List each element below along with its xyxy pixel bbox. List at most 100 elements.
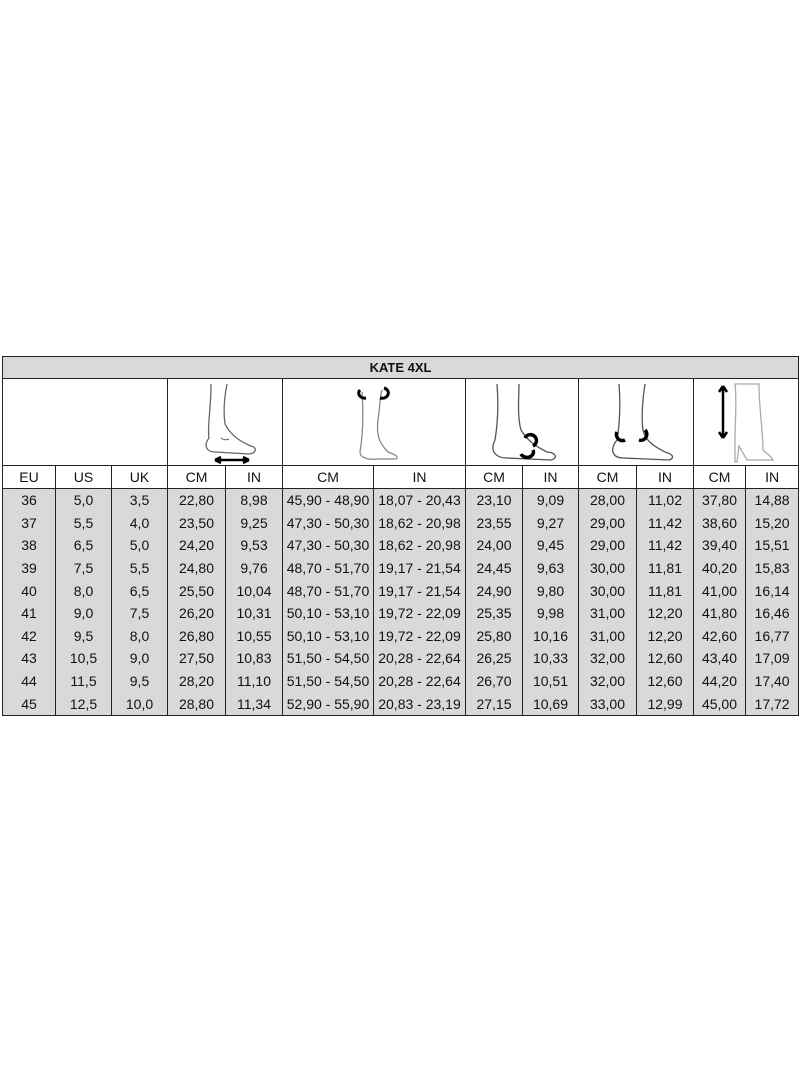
table-cell: 5,0 [55,488,112,512]
table-row: 43 10,5 9,0 27,50 10,83 51,50 - 54,50 20,28 - … [2,647,800,670]
table-cell: 10,83 [225,647,283,670]
table-cell: 5,0 [111,534,168,557]
table-cell: 9,80 [522,579,579,602]
table-cell: 28,80 [167,692,226,716]
table-cell: 39 [2,556,56,580]
table-cell: 23,55 [465,511,523,535]
shaft-height-icon [692,378,800,466]
table-cell: 42,60 [693,624,746,648]
table-cell: 51,50 - 54,50 [282,669,374,693]
column-header: IN [225,465,283,489]
column-header-row: EU US UK CM IN CM IN CM IN CM IN CM IN [2,465,800,489]
table-cell: 7,5 [111,601,168,625]
table-row: 45 12,5 10,0 28,80 11,34 52,90 - 55,90 20,83 -… [2,692,800,716]
table-cell: 33,00 [578,692,637,716]
table-cell: 6,5 [55,534,112,557]
table-cell: 43 [2,647,56,670]
table-cell: 26,25 [465,647,523,670]
table-cell: 9,45 [522,534,579,557]
table-cell: 8,0 [55,579,112,602]
table-cell: 10,55 [225,624,283,648]
table-cell: 4,0 [111,511,168,535]
table-cell: 9,27 [522,511,579,535]
table-cell: 16,46 [744,601,800,625]
table-cell: 19,17 - 21,54 [373,579,466,602]
table-cell: 22,80 [167,488,226,512]
table-cell: 25,50 [167,579,226,602]
table-cell: 38,60 [693,511,746,535]
table-cell: 42 [2,624,56,648]
table-cell: 10,0 [111,692,168,716]
column-header: CM [578,465,637,489]
table-cell: 23,50 [167,511,226,535]
table-cell: 10,31 [225,601,283,625]
column-header: IN [522,465,579,489]
table-cell: 37 [2,511,56,535]
table-cell: 47,30 - 50,30 [282,534,374,557]
table-cell: 9,0 [55,601,112,625]
table-cell: 17,09 [744,647,800,670]
instep-circumference-icon [465,378,579,466]
table-cell: 11,34 [225,692,283,716]
table-cell: 7,5 [55,556,112,580]
table-cell: 9,0 [111,647,168,670]
table-cell: 15,83 [744,556,800,580]
table-cell: 41 [2,601,56,625]
table-cell: 8,98 [225,488,283,512]
table-cell: 11,81 [636,579,694,602]
table-cell: 15,51 [744,534,800,557]
table-cell: 9,5 [55,624,112,648]
table-cell: 12,20 [636,601,694,625]
table-cell: 44,20 [693,669,746,693]
table-cell: 40 [2,579,56,602]
table-cell: 18,62 - 20,98 [373,534,466,557]
column-header: IN [744,465,800,489]
table-cell: 41,00 [693,579,746,602]
table-cell: 31,00 [578,601,637,625]
table-cell: 9,76 [225,556,283,580]
table-cell: 32,00 [578,647,637,670]
table-cell: 9,25 [225,511,283,535]
table-cell: 47,30 - 50,30 [282,511,374,535]
column-header: US [55,465,112,489]
table-cell: 5,5 [111,556,168,580]
ankle-circumference-icon [578,378,694,466]
column-header: IN [636,465,694,489]
table-cell: 51,50 - 54,50 [282,647,374,670]
table-cell: 6,5 [111,579,168,602]
table-cell: 12,60 [636,647,694,670]
table-cell: 9,63 [522,556,579,580]
table-cell: 10,51 [522,669,579,693]
table-cell: 10,04 [225,579,283,602]
table-cell: 31,00 [578,624,637,648]
table-title: KATE 4XL [1,356,800,379]
column-header: IN [373,465,466,489]
table-row: 41 9,0 7,5 26,20 10,31 50,10 - 53,10 19,72 - 2… [2,601,800,625]
table-cell: 16,77 [744,624,800,648]
empty-header-cell [2,378,168,466]
column-header: CM [282,465,374,489]
table-cell: 16,14 [744,579,800,602]
table-cell: 17,40 [744,669,800,693]
table-cell: 9,5 [111,669,168,693]
table-cell: 26,80 [167,624,226,648]
table-cell: 3,5 [111,488,168,512]
table-cell: 14,88 [744,488,800,512]
table-row: 38 6,5 5,0 24,20 9,53 47,30 - 50,30 18,62 - 20… [2,534,800,557]
table-cell: 9,09 [522,488,579,512]
table-cell: 45 [2,692,56,716]
table-cell: 11,02 [636,488,694,512]
table-cell: 20,83 - 23,19 [373,692,466,716]
table-cell: 37,80 [693,488,746,512]
table-cell: 39,40 [693,534,746,557]
table-cell: 28,20 [167,669,226,693]
table-cell: 29,00 [578,511,637,535]
table-cell: 19,72 - 22,09 [373,624,466,648]
table-cell: 11,42 [636,534,694,557]
table-cell: 50,10 - 53,10 [282,601,374,625]
calf-circumference-icon [282,378,466,466]
table-cell: 19,17 - 21,54 [373,556,466,580]
table-cell: 11,5 [55,669,112,693]
table-cell: 9,98 [522,601,579,625]
table-cell: 28,00 [578,488,637,512]
